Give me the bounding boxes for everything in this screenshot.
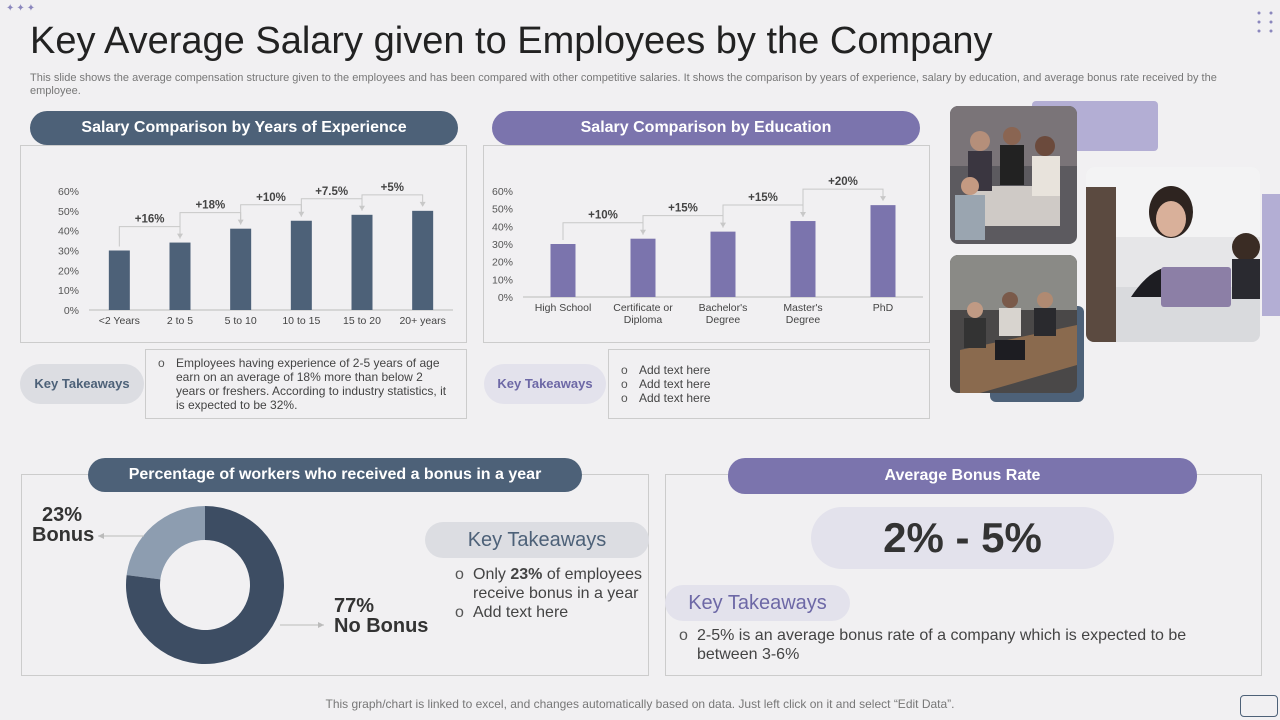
bonus-rate-heading: Average Bonus Rate [728, 458, 1197, 494]
y-tick-label: 10% [492, 274, 513, 286]
bonus-donut-chart [125, 506, 284, 664]
annotation-label: +16% [135, 214, 165, 226]
y-tick-label: 60% [492, 186, 513, 198]
y-tick-label: 20% [492, 257, 513, 269]
bonus-leader-line [98, 533, 144, 539]
x-tick-label: <2 Years [99, 315, 140, 327]
bonus-rate-takeaway-item: 2-5% is an average bonus rate of a compa… [679, 626, 1199, 664]
x-tick-label: 15 to 20 [343, 315, 381, 327]
experience-takeaway-label: Key Takeaways [20, 364, 144, 404]
bonus-label: 23% Bonus [32, 505, 102, 545]
decor-dots-left: ✦✦✦ [6, 3, 38, 14]
bonus-workers-takeaway-item-1: Only 23% of employees receive bonus in a… [455, 565, 645, 603]
y-tick-label: 20% [58, 265, 79, 277]
bonus-workers-heading: Percentage of workers who received a bon… [88, 458, 582, 492]
annotation-label: +5% [381, 182, 404, 194]
experience-bar-chart: 0% 10% 20% 30% 40% 50% 60% <2 Years 2 to 5 5 to 1… [58, 182, 453, 327]
x-tick-label: Diploma [624, 314, 663, 326]
education-takeaway-item-1: Add text here [621, 363, 917, 377]
education-takeaway-label: Key Takeaways [484, 364, 606, 404]
team-meeting-photo [950, 106, 1077, 244]
y-tick-label: 30% [492, 239, 513, 251]
education-takeaway-item-2: Add text here [621, 377, 917, 391]
decor-dots-right [1256, 10, 1274, 34]
nobonus-percent: 77% [334, 595, 375, 617]
bar [790, 221, 816, 297]
x-tick-label: 20+ years [399, 315, 445, 327]
x-tick-label: Certificate or [613, 302, 673, 314]
nobonus-leader-line [280, 622, 324, 628]
experience-chart-panel: 0% 10% 20% 30% 40% 50% 60% <2 Years 2 to 5 5 to 1… [20, 145, 467, 343]
bonus-rate-value: 2% - 5% [811, 507, 1114, 569]
bonus-text: Bonus [32, 524, 95, 546]
decor-block-edge [1262, 194, 1280, 316]
bar [710, 231, 736, 297]
annotation-label: +10% [256, 192, 286, 204]
bar [351, 214, 373, 310]
education-bar-chart: 0% 10% 20% 30% 40% 50% 60% High School Certifica… [492, 176, 923, 326]
annotation-bracket [361, 194, 424, 211]
experience-takeaway-item: Employees having experience of 2-5 years… [158, 356, 454, 412]
x-tick-label: 5 to 10 [225, 315, 257, 327]
education-takeaway-item-3: Add text here [621, 391, 917, 405]
office-meeting-photo [950, 255, 1077, 393]
education-takeaway-box: Add text here Add text here Add text her… [608, 349, 930, 419]
education-heading: Salary Comparison by Education [492, 111, 920, 145]
y-tick-label: 60% [58, 186, 79, 198]
bonus-rate-takeaway-label: Key Takeaways [665, 585, 850, 621]
annotation-arrow [419, 201, 426, 207]
y-tick-label: 50% [58, 206, 79, 218]
woman-laptop-photo [1086, 167, 1260, 342]
page-subtitle: This slide shows the average compensatio… [30, 72, 1217, 97]
nobonus-label: 77% No Bonus [334, 596, 454, 636]
x-tick-label: Bachelor's [699, 302, 748, 314]
annotation-bracket [562, 222, 644, 240]
bonus-workers-takeaway-list: Only 23% of employees receive bonus in a… [455, 565, 645, 622]
x-tick-label: PhD [873, 302, 894, 314]
bar [550, 244, 576, 297]
annotation-bracket [802, 188, 884, 218]
x-tick-label: 10 to 15 [282, 315, 320, 327]
y-tick-label: 40% [58, 226, 79, 238]
nobonus-text: No Bonus [334, 615, 429, 637]
bonus-rate-takeaway-list: 2-5% is an average bonus rate of a compa… [679, 626, 1199, 664]
annotation-label: +20% [828, 176, 858, 188]
experience-takeaway-box: Employees having experience of 2-5 years… [145, 349, 467, 419]
annotation-bracket [300, 198, 363, 217]
y-tick-label: 10% [58, 285, 79, 297]
slide-nav-box[interactable] [1240, 695, 1278, 717]
experience-heading: Salary Comparison by Years of Experience [30, 111, 458, 145]
bar [412, 210, 434, 310]
y-tick-label: 50% [492, 204, 513, 216]
annotation-label: +10% [588, 210, 618, 222]
bar [870, 205, 896, 297]
y-tick-label: 0% [498, 292, 513, 304]
donut-slice-no-bonus [125, 506, 284, 664]
annotation-arrow [880, 196, 886, 202]
bonus-percent: 23% [41, 504, 83, 526]
x-tick-label: Degree [786, 314, 821, 326]
x-tick-label: High School [535, 302, 592, 314]
y-tick-label: 30% [58, 246, 79, 258]
bonus-workers-takeaway-label: Key Takeaways [425, 522, 649, 558]
x-tick-label: 2 to 5 [167, 315, 193, 327]
bar [108, 250, 130, 310]
y-tick-label: 40% [492, 221, 513, 233]
bar [290, 220, 312, 310]
annotation-label: +15% [668, 203, 698, 215]
bar [169, 242, 191, 310]
x-tick-label: Degree [706, 314, 741, 326]
bar [230, 228, 252, 310]
annotation-label: +18% [195, 200, 225, 212]
annotation-label: +15% [748, 192, 778, 204]
page-title: Key Average Salary given to Employees by… [30, 20, 993, 62]
annotation-label: +7.5% [315, 186, 348, 198]
education-chart-panel: 0% 10% 20% 30% 40% 50% 60% High School Certifica… [483, 145, 930, 343]
footer-note: This graph/chart is linked to excel, and… [325, 697, 955, 711]
x-tick-label: Master's [783, 302, 822, 314]
donut-slice-bonus [126, 506, 205, 580]
bonus-workers-takeaway-item-2: Add text here [455, 603, 645, 622]
y-tick-label: 0% [64, 305, 79, 317]
bar [630, 238, 656, 297]
